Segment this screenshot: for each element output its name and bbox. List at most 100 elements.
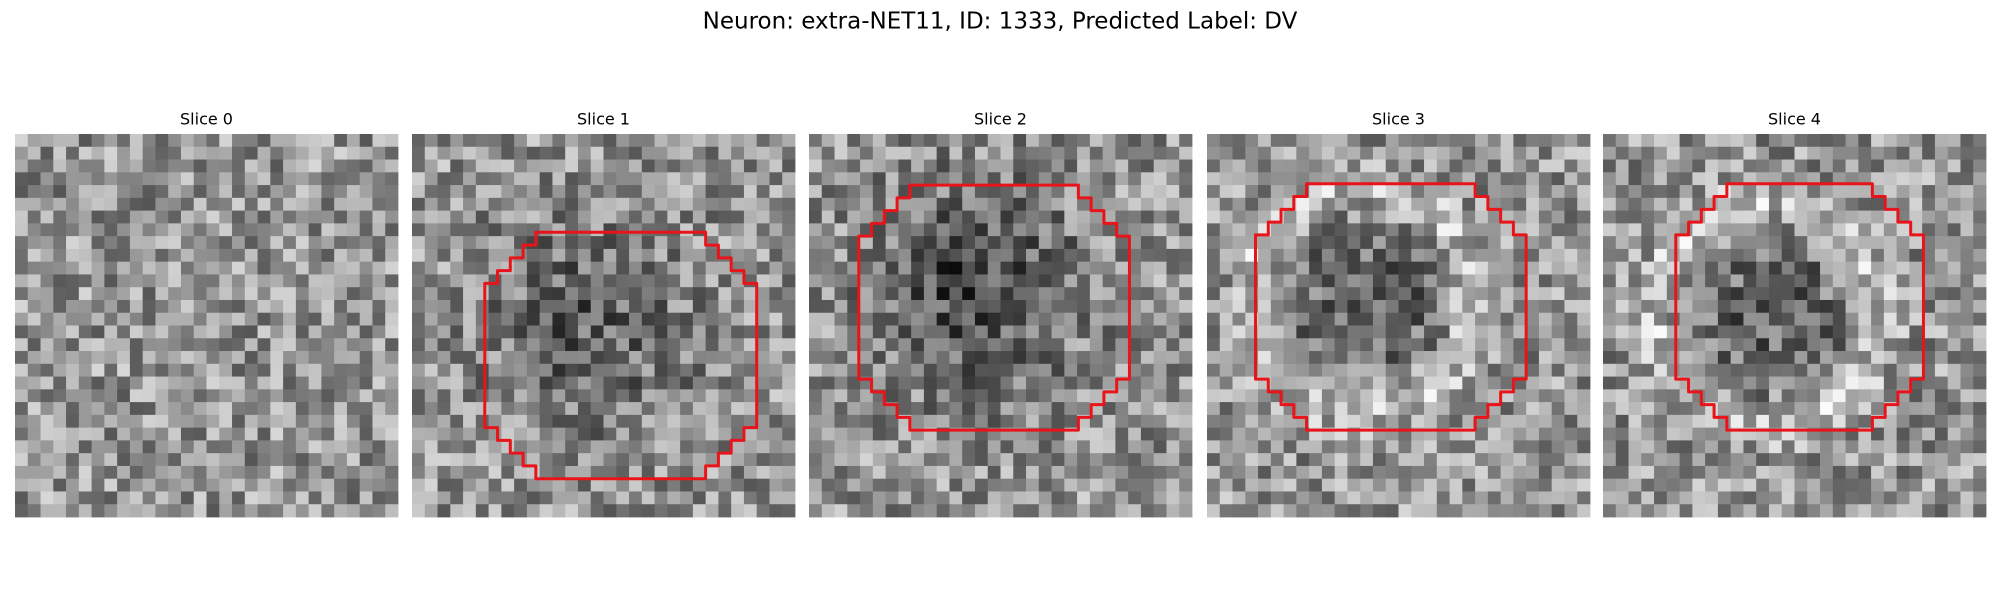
pixel xyxy=(1896,172,1910,186)
pixel xyxy=(142,287,156,301)
pixel xyxy=(1038,363,1052,377)
pixel xyxy=(898,287,912,301)
pixel xyxy=(104,440,118,454)
pixel xyxy=(450,491,464,505)
pixel xyxy=(129,210,144,224)
pixel xyxy=(1743,274,1757,288)
pixel xyxy=(590,261,604,275)
pixel xyxy=(40,146,54,160)
pixel xyxy=(756,159,770,173)
pixel xyxy=(526,389,541,403)
pixel xyxy=(1232,338,1246,352)
pixel xyxy=(66,363,80,377)
pixel xyxy=(27,146,41,160)
pixel xyxy=(1858,338,1872,352)
pixel xyxy=(1692,274,1706,288)
pixel xyxy=(769,376,783,390)
pixel xyxy=(385,338,399,352)
pixel xyxy=(1820,465,1834,480)
pixel xyxy=(1207,465,1221,480)
pixel xyxy=(743,312,758,326)
pixel xyxy=(1360,248,1374,263)
pixel xyxy=(718,185,732,199)
pixel xyxy=(424,338,438,352)
pixel xyxy=(1909,478,1923,492)
pixel xyxy=(219,261,233,275)
pixel xyxy=(334,478,348,492)
pixel xyxy=(104,185,118,199)
pixel xyxy=(501,236,515,250)
pixel xyxy=(1883,248,1898,263)
pixel xyxy=(180,414,195,429)
pixel xyxy=(1360,478,1374,492)
pixel xyxy=(616,274,630,288)
pixel xyxy=(1347,261,1361,275)
pixel xyxy=(1207,402,1221,416)
pixel xyxy=(1615,453,1629,467)
pixel xyxy=(1360,197,1374,211)
pixel xyxy=(539,146,553,160)
pixel xyxy=(1756,159,1770,173)
pixel xyxy=(359,159,373,173)
pixel xyxy=(1781,261,1795,275)
pixel xyxy=(654,197,668,211)
pixel xyxy=(718,134,732,148)
pixel xyxy=(1449,453,1463,467)
pixel xyxy=(1398,261,1412,275)
pixel xyxy=(180,223,195,237)
pixel xyxy=(142,363,156,377)
pixel xyxy=(1551,351,1565,365)
pixel xyxy=(1153,491,1167,505)
pixel xyxy=(654,325,668,339)
pixel xyxy=(1372,261,1387,275)
pixel xyxy=(1334,504,1348,518)
pixel xyxy=(641,465,655,480)
pixel xyxy=(1756,491,1770,505)
pixel xyxy=(450,261,464,275)
pixel xyxy=(1424,146,1438,160)
pixel xyxy=(847,325,861,339)
pixel xyxy=(821,465,835,480)
pixel xyxy=(860,478,874,492)
pixel xyxy=(603,185,617,199)
pixel xyxy=(911,146,925,160)
pixel xyxy=(1283,440,1297,454)
pixel xyxy=(718,172,732,186)
pixel xyxy=(1973,185,1987,199)
pixel xyxy=(1717,478,1732,492)
pixel xyxy=(949,134,963,148)
pixel xyxy=(1245,440,1259,454)
pixel xyxy=(1743,351,1757,365)
pixel xyxy=(1654,427,1668,441)
pixel xyxy=(1232,363,1246,377)
pixel xyxy=(1641,491,1655,505)
pixel xyxy=(974,491,989,505)
pixel xyxy=(667,338,681,352)
pixel xyxy=(1551,338,1565,352)
pixel xyxy=(731,478,745,492)
pixel xyxy=(1756,453,1770,467)
pixel xyxy=(1283,185,1297,199)
pixel xyxy=(1538,261,1553,275)
pixel xyxy=(616,287,630,301)
pixel xyxy=(1807,210,1821,224)
pixel xyxy=(463,159,477,173)
pixel xyxy=(66,210,80,224)
pixel xyxy=(1858,465,1872,480)
pixel xyxy=(860,236,874,250)
pixel xyxy=(731,223,745,237)
pixel xyxy=(1179,223,1193,237)
pixel xyxy=(1064,453,1078,467)
pixel xyxy=(1743,504,1757,518)
pixel xyxy=(1934,376,1949,390)
pixel xyxy=(53,159,67,173)
pixel xyxy=(539,453,553,467)
pixel xyxy=(270,299,284,314)
pixel xyxy=(424,440,438,454)
pixel xyxy=(475,389,489,403)
pixel xyxy=(295,223,310,237)
pixel xyxy=(27,389,41,403)
pixel xyxy=(1309,236,1323,250)
pixel xyxy=(1666,287,1680,301)
pixel xyxy=(1360,146,1374,160)
